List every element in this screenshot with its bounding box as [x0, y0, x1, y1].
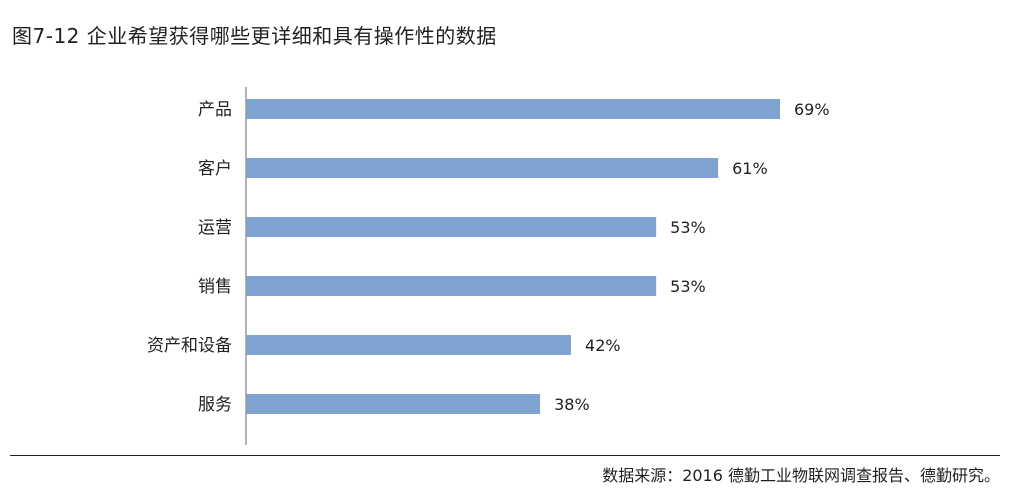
bar [246, 276, 657, 296]
bar [246, 217, 657, 237]
value-label: 69% [794, 100, 830, 119]
value-label: 53% [670, 277, 706, 296]
bar [246, 394, 541, 414]
bar [246, 158, 719, 178]
value-labels-group: 69% 61% 53% 53% 42% 38% [554, 100, 829, 414]
category-label: 服务 [198, 395, 232, 415]
bar [246, 335, 572, 355]
category-label: 运营 [198, 218, 232, 238]
data-source-note: 数据来源：2016 德勤工业物联网调查报告、德勤研究。 [602, 466, 1000, 485]
category-label: 销售 [198, 277, 232, 297]
value-label: 53% [670, 218, 706, 237]
value-label: 42% [585, 336, 621, 355]
category-label: 资产和设备 [147, 336, 232, 356]
value-label: 38% [554, 395, 590, 414]
chart-title: 图7-12 企业希望获得哪些更详细和具有操作性的数据 [12, 24, 497, 48]
bar [246, 99, 780, 119]
value-label: 61% [732, 159, 768, 178]
category-label: 客户 [198, 159, 232, 179]
footer-divider [10, 455, 1000, 456]
bars-group [246, 99, 780, 414]
category-label: 产品 [198, 100, 232, 120]
